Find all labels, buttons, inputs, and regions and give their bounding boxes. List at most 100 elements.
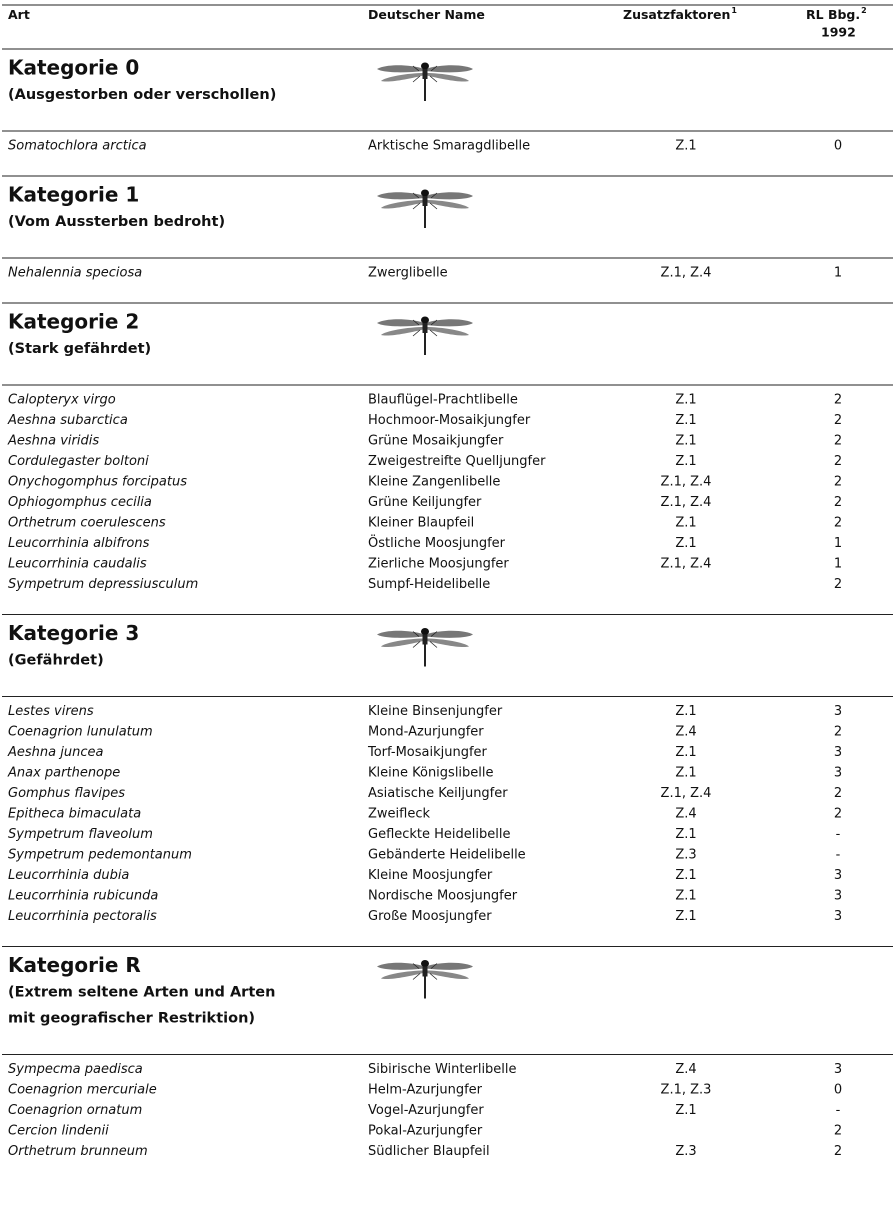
table-cell: Hochmoor-Mosaikjungfer (368, 413, 531, 428)
table-cell: Blauflügel-Prachtlibelle (368, 393, 518, 408)
table-cell: Nordische Moosjungfer (368, 889, 518, 904)
table-cell: Z.1 (675, 704, 696, 719)
dragonfly-icon (376, 316, 474, 356)
table-cell: Z.1 (675, 536, 696, 551)
table-cell: 0 (834, 1083, 842, 1098)
table-cell: Sibirische Winterlibelle (368, 1062, 517, 1077)
category-subtitle: (Vom Aussterben bedroht) (8, 214, 225, 230)
table-cell: Kleiner Blaupfeil (368, 516, 474, 531)
header-text: RL Bbg. (806, 7, 860, 22)
table-cell: - (836, 827, 841, 842)
header-text: Deutscher Name (368, 7, 485, 22)
table-cell: Z.1 (675, 766, 696, 781)
table-cell: 3 (834, 909, 842, 924)
table-cell: Z.1, Z.3 (661, 1083, 712, 1098)
table-cell: Gefleckte Heidelibelle (368, 827, 511, 842)
table-cell: Leucorrhinia rubicunda (8, 889, 158, 904)
table-cell: Kleine Zangenlibelle (368, 475, 500, 490)
table-cell: Kleine Königslibelle (368, 766, 494, 781)
table-cell: Z.3 (675, 848, 696, 863)
table-cell: Arktische Smaragdlibelle (368, 139, 530, 154)
category-title: Kategorie 0 (8, 56, 139, 80)
header-text: Zusatzfaktoren (623, 7, 730, 22)
table-cell: 2 (834, 1124, 842, 1139)
table-cell: Z.1 (675, 139, 696, 154)
table-cell: Orthetrum coerulescens (8, 516, 166, 531)
table-cell: - (836, 848, 841, 863)
table-cell: Z.1 (675, 827, 696, 842)
table-cell: 2 (834, 725, 842, 740)
table-cell: Z.1 (675, 434, 696, 449)
table-cell: Z.4 (675, 807, 696, 822)
table-cell: Zwerglibelle (368, 266, 448, 281)
table-cell: Coenagrion mercuriale (8, 1083, 157, 1098)
table-cell: 2 (834, 434, 842, 449)
table-cell: Kleine Binsenjungfer (368, 704, 503, 719)
category-title: Kategorie 3 (8, 621, 139, 645)
category-title: Kategorie R (8, 953, 141, 977)
table-cell: Z.4 (675, 1062, 696, 1077)
table-cell: Ophiogomphus cecilia (8, 495, 152, 510)
table-cell: Aeshna viridis (7, 434, 99, 449)
table-cell: Südlicher Blaupfeil (368, 1144, 490, 1159)
table-cell: Z.1, Z.4 (661, 786, 712, 801)
dragonfly-icon (376, 189, 474, 229)
table-cell: - (836, 1103, 841, 1118)
table-cell: 2 (834, 495, 842, 510)
table-cell: Z.3 (675, 1144, 696, 1159)
table-cell: Pokal-Azurjungfer (368, 1124, 483, 1139)
header-cell: Zusatzfaktoren1 (623, 6, 737, 22)
table-cell: Torf-Mosaikjungfer (367, 745, 488, 760)
table-cell: 3 (834, 704, 842, 719)
table-cell: 3 (834, 745, 842, 760)
table-cell: Vogel-Azurjungfer (368, 1103, 484, 1118)
table-cell: 2 (834, 413, 842, 428)
category-subtitle: (Ausgestorben oder verschollen) (8, 87, 276, 103)
table-cell: Cercion lindenii (8, 1124, 109, 1139)
table-cell: Z.1 (675, 868, 696, 883)
table-cell: 2 (834, 475, 842, 490)
table-cell: Große Moosjungfer (368, 909, 492, 924)
table-cell: Aeshna juncea (7, 745, 103, 760)
table-cell: Z.1, Z.4 (661, 557, 712, 572)
table-cell: 1 (834, 536, 842, 551)
header-text: 1992 (821, 25, 856, 40)
table-cell: Z.1 (675, 1103, 696, 1118)
table-cell: Sympecma paedisca (8, 1062, 143, 1077)
table-cell: Z.1 (675, 454, 696, 469)
table-cell: Nehalennia speciosa (8, 266, 142, 281)
table-cell: Leucorrhinia caudalis (8, 557, 147, 572)
category-title: Kategorie 2 (8, 310, 139, 334)
table-cell: 3 (834, 766, 842, 781)
table-cell: Z.1 (675, 413, 696, 428)
table-cell: Lestes virens (8, 704, 94, 719)
table-cell: Asiatische Keiljungfer (368, 786, 508, 801)
table-cell: 2 (834, 516, 842, 531)
table-cell: Sympetrum flaveolum (8, 827, 153, 842)
table-cell: Z.1, Z.4 (661, 475, 712, 490)
category-subtitle: (Gefährdet) (8, 653, 104, 669)
table-cell: Grüne Keiljungfer (368, 495, 482, 510)
table-cell: Zierliche Moosjungfer (368, 557, 509, 572)
table-cell: Gebänderte Heidelibelle (368, 848, 526, 863)
table-cell: Z.1 (675, 909, 696, 924)
table-cell: Z.1, Z.4 (661, 495, 712, 510)
table-cell: 3 (834, 889, 842, 904)
table-cell: Leucorrhinia dubia (8, 868, 129, 883)
table-cell: Z.1, Z.4 (661, 266, 712, 281)
table-cell: Z.1 (675, 393, 696, 408)
header-cell: Deutscher Name (368, 7, 485, 22)
table-cell: Zweigestreifte Quelljungfer (368, 454, 546, 469)
table-cell: Calopteryx virgo (8, 393, 116, 408)
table-cell: Helm-Azurjungfer (368, 1083, 483, 1098)
table-cell: Leucorrhinia pectoralis (8, 909, 157, 924)
table-cell: Östliche Moosjungfer (368, 534, 506, 551)
table-cell: Kleine Moosjungfer (368, 868, 493, 883)
header-cell: RL Bbg.2 (806, 6, 867, 22)
table-cell: 0 (834, 139, 842, 154)
table-cell: Cordulegaster boltoni (8, 454, 149, 469)
table-cell: Zweifleck (368, 807, 430, 822)
table-cell: Coenagrion lunulatum (8, 725, 153, 740)
table-cell: Sumpf-Heidelibelle (368, 577, 490, 592)
category-subtitle: (Stark gefährdet) (8, 341, 151, 357)
